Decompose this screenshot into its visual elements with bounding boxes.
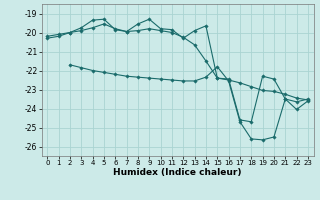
X-axis label: Humidex (Indice chaleur): Humidex (Indice chaleur) <box>113 168 242 177</box>
